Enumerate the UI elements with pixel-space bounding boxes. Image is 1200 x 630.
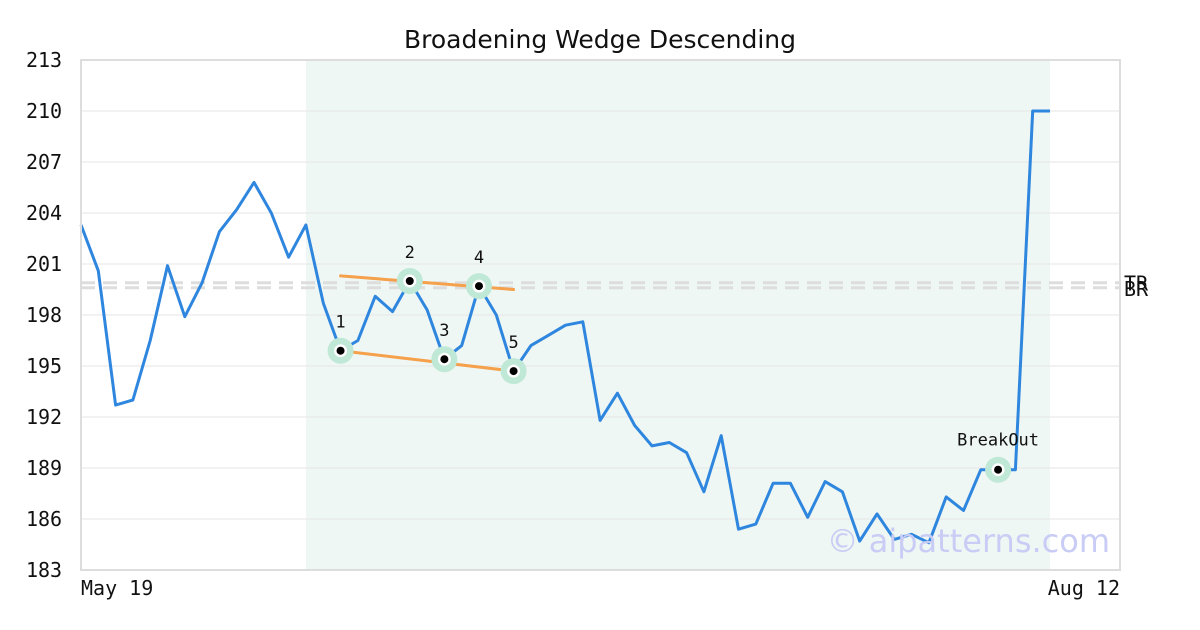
y-tick-label: 207: [26, 150, 62, 174]
pivot-label-3: 3: [439, 321, 449, 341]
breakout-label: BreakOut: [957, 431, 1039, 451]
reference-label-br: BR: [1124, 277, 1149, 301]
pivot-label-5: 5: [508, 333, 518, 353]
series-layer: [79, 109, 1050, 545]
lower-trendline: [339, 349, 516, 373]
pivot-label-2: 2: [405, 243, 415, 263]
plot-frame: [80, 59, 1121, 571]
reference-label-tr: TR: [1124, 272, 1149, 296]
y-tick-label: 186: [26, 507, 62, 531]
y-tick-label: 189: [26, 456, 62, 480]
pivot-marker-1-dot: [336, 346, 345, 355]
y-tick-label: 192: [26, 405, 62, 429]
x-tick-label-end: Aug 12: [1048, 576, 1120, 600]
y-tick-label: 213: [26, 48, 62, 72]
chart-title: Broadening Wedge Descending: [404, 25, 796, 54]
y-tick-label: 210: [26, 99, 62, 123]
pivot-label-1: 1: [335, 313, 345, 333]
pivot-marker-2-dot: [405, 277, 414, 285]
price-series-line: [79, 109, 1050, 545]
breakout-marker-dot: [994, 465, 1003, 474]
watermark: © aipatterns.com: [827, 522, 1110, 560]
pivot-label-4: 4: [474, 248, 484, 268]
pivot-marker-5-dot: [509, 367, 518, 376]
y-tick-label: 195: [26, 354, 62, 378]
y-tick-label: 204: [26, 201, 62, 225]
x-tick-label-start: May 19: [81, 576, 153, 600]
pivot-marker-4-dot: [474, 282, 483, 291]
y-tick-label: 201: [26, 252, 62, 276]
pivot-marker-3-dot: [440, 355, 449, 364]
pivot-markers-layer: 1 2 3 4 5 BreakOut: [327, 243, 1039, 483]
y-tick-label: 183: [26, 558, 62, 582]
y-tick-label: 198: [26, 303, 62, 327]
